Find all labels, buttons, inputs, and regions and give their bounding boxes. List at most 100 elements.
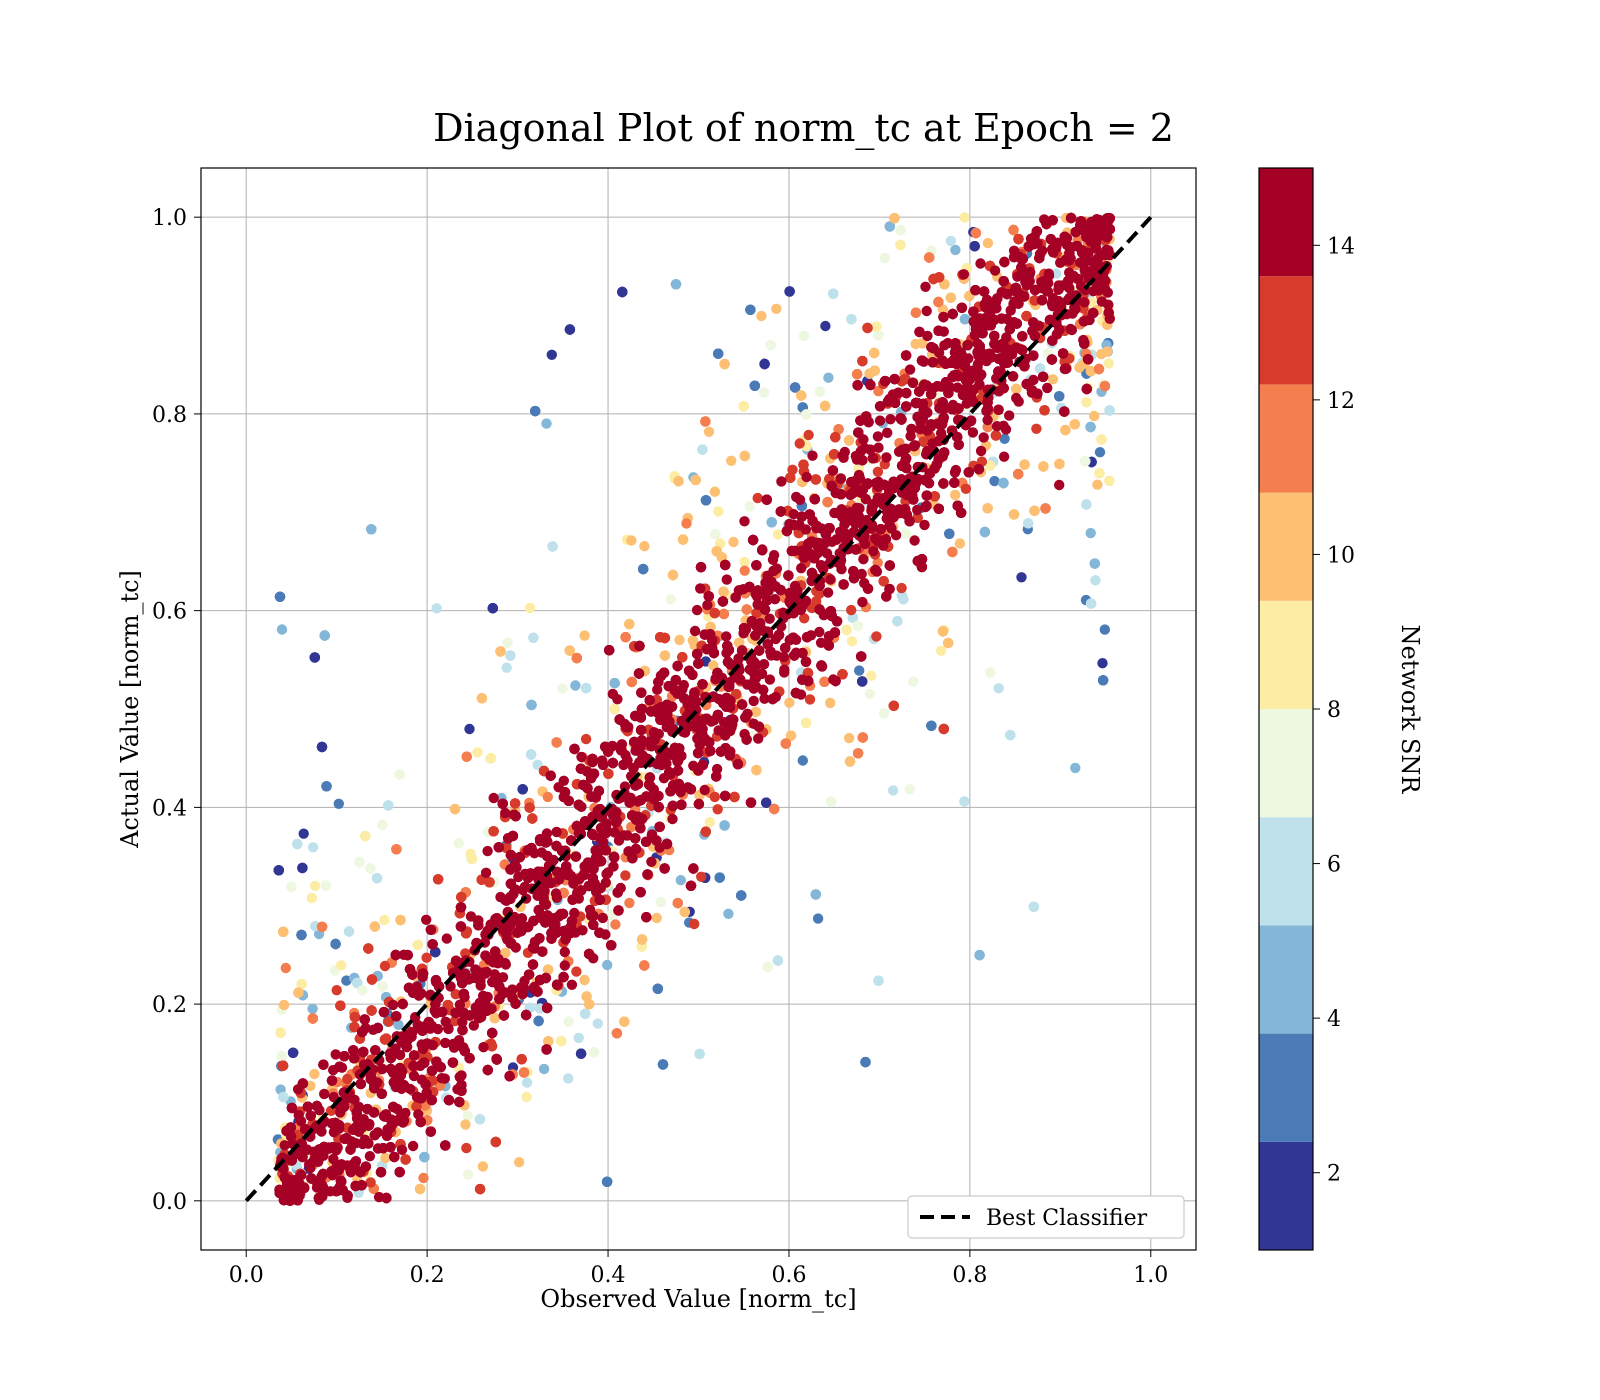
scatter-point (846, 314, 857, 325)
scatter-point (1019, 459, 1030, 470)
scatter-point (652, 684, 663, 695)
scatter-point (794, 438, 805, 449)
scatter-point (970, 227, 982, 239)
scatter-point (1081, 499, 1092, 510)
scatter-point (776, 476, 787, 487)
scatter-point (713, 348, 724, 359)
scatter-point (857, 355, 868, 367)
scatter-point (277, 1060, 289, 1071)
scatter-point (655, 632, 666, 643)
scatter-point (441, 933, 452, 944)
scatter-point (546, 349, 557, 360)
scatter-point (815, 637, 827, 648)
scatter-point (974, 949, 985, 961)
scatter-point (672, 897, 683, 909)
scatter-point (603, 768, 614, 779)
scatter-point (896, 582, 907, 594)
scatter-point (461, 1142, 472, 1154)
scatter-point (689, 918, 700, 930)
scatter-point (617, 286, 628, 298)
scatter-point (709, 486, 721, 497)
scatter-point (319, 630, 330, 641)
scatter-point (610, 919, 621, 930)
scatter-point (926, 720, 937, 731)
scatter-point (1085, 598, 1097, 609)
scatter-point (1034, 363, 1046, 374)
scatter-point (871, 321, 882, 332)
scatter-point (912, 555, 923, 567)
scatter-point (379, 960, 391, 972)
scatter-point (488, 792, 499, 804)
scatter-point (1060, 424, 1071, 436)
scatter-point (879, 375, 891, 387)
scatter-point (513, 1157, 525, 1168)
scatter-point (745, 304, 756, 315)
scatter-point (620, 870, 631, 881)
scatter-point (1093, 363, 1105, 375)
scatter-point (814, 386, 825, 397)
scatter-point (400, 1154, 411, 1165)
scatter-point (394, 769, 405, 780)
scatter-point (1008, 224, 1019, 236)
scatter-point (1028, 901, 1040, 912)
scatter-point (551, 826, 562, 838)
scatter-point (784, 286, 795, 297)
scatter-point (1069, 419, 1081, 430)
scatter-point (936, 645, 947, 656)
scatter-point (336, 960, 347, 971)
scatter-point (449, 803, 461, 815)
scatter-point (431, 603, 442, 614)
scatter-point (709, 607, 720, 619)
scatter-point (425, 1126, 436, 1137)
scatter-point (844, 756, 856, 767)
scatter-point (728, 536, 739, 548)
scatter-point (545, 770, 556, 781)
scatter-point (857, 676, 868, 687)
scatter-point (278, 926, 289, 937)
scatter-point (517, 784, 528, 795)
scatter-point (293, 987, 304, 998)
scatter-point (696, 871, 707, 882)
scatter-point (718, 586, 729, 597)
scatter-point (380, 1152, 391, 1164)
scatter-point (414, 1183, 426, 1195)
scatter-point (904, 784, 915, 795)
scatter-point (366, 524, 377, 535)
scatter-point (657, 1059, 669, 1070)
scatter-point (751, 764, 762, 776)
scatter-point (769, 803, 780, 815)
scatter-point (460, 1119, 471, 1130)
scatter-point (810, 474, 821, 485)
scatter-point (711, 546, 722, 557)
scatter-point (857, 596, 868, 608)
scatter-point (681, 518, 692, 529)
scatter-point (759, 387, 770, 398)
scatter-point (872, 466, 884, 477)
scatter-point (704, 817, 715, 828)
scatter-point (464, 723, 475, 735)
scatter-point (379, 914, 390, 926)
scatter-point (878, 708, 890, 719)
scatter-point (383, 800, 394, 811)
scatter-point (1094, 468, 1105, 479)
scatter-point (341, 975, 352, 986)
scatter-point (465, 848, 476, 860)
scatter-point (718, 608, 730, 620)
scatter-point (476, 693, 488, 704)
scatter-point (528, 632, 539, 643)
scatter-point (354, 856, 365, 868)
scatter-point (412, 939, 423, 951)
scatter-point (1090, 575, 1101, 586)
scatter-point (726, 455, 737, 466)
scatter-point (989, 265, 1001, 276)
scatter-point (670, 279, 682, 290)
scatter-point (575, 1048, 587, 1059)
scatter-point (298, 828, 309, 839)
scatter-point (474, 1114, 486, 1125)
scatter-point (419, 1151, 430, 1163)
scatter-point (588, 1047, 600, 1058)
scatter-point (1096, 434, 1107, 445)
scatter-point (901, 528, 912, 539)
scatter-point (869, 347, 880, 359)
